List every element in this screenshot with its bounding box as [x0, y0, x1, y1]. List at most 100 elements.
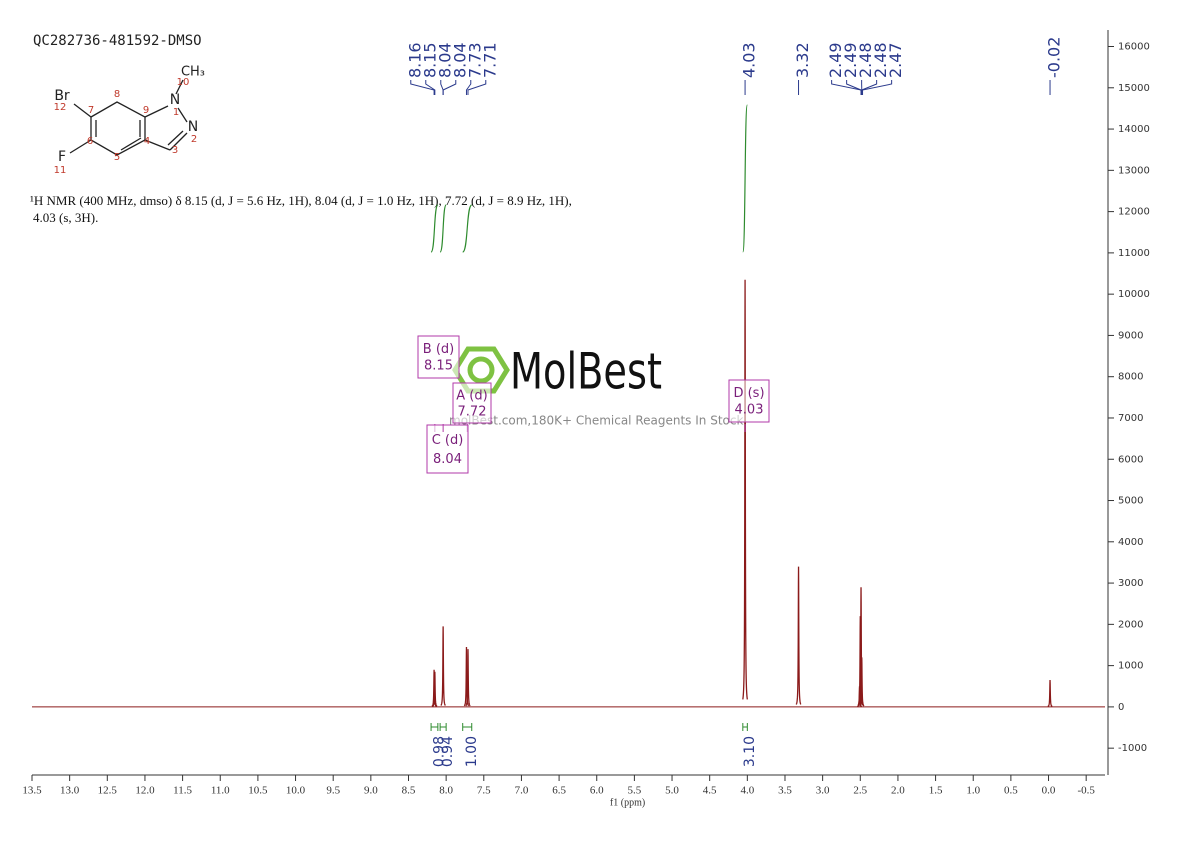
peak-label: 2.49	[841, 42, 860, 78]
y-tick-label: 15000	[1118, 83, 1150, 94]
bond	[73, 103, 92, 118]
peak-leader	[465, 80, 472, 95]
atom-label: F	[58, 149, 66, 165]
x-tick-label: 4.0	[740, 785, 754, 797]
bond	[169, 132, 188, 151]
integral-bracket	[439, 723, 447, 731]
x-tick-label: 2.0	[891, 785, 905, 797]
peak-leader	[861, 80, 878, 95]
integral-label: 3.10	[742, 736, 758, 767]
peak-label: 7.73	[465, 42, 484, 78]
atom-label: 3	[172, 145, 178, 156]
peak-label: 2.47	[886, 42, 905, 78]
atom-label: 7	[88, 105, 94, 116]
integral-label: 0.98	[431, 736, 447, 767]
multiplet-label: D (s)	[733, 386, 764, 401]
atom-label: 1	[173, 107, 179, 118]
peak-label: 2.49	[826, 42, 845, 78]
x-tick-label: 13.0	[60, 785, 80, 797]
peak-leader	[846, 80, 862, 95]
peak-label: 8.16	[405, 42, 424, 78]
y-tick-label: 6000	[1118, 454, 1143, 465]
atom-label: Br	[54, 88, 70, 104]
double-bond	[120, 137, 142, 151]
peak	[1047, 680, 1053, 708]
y-tick-label: 10000	[1118, 289, 1150, 300]
x-tick-label: 10.0	[286, 785, 306, 797]
x-tick-label: 7.5	[477, 785, 491, 797]
y-tick-label: 16000	[1118, 42, 1150, 53]
y-tick-label: 12000	[1118, 207, 1150, 218]
atom-label: 11	[54, 165, 67, 176]
x-tick-label: 1.5	[929, 785, 943, 797]
peak	[795, 566, 802, 705]
x-axis-label: f1 (ppm)	[610, 797, 645, 808]
peak-label: 8.04	[450, 42, 469, 78]
x-tick-label: 1.0	[966, 785, 980, 797]
x-tick-label: 7.0	[515, 785, 529, 797]
atom-label: 9	[143, 105, 149, 116]
peak-label: 3.32	[793, 42, 812, 78]
integral-label: 0.94	[440, 736, 456, 767]
x-tick-label: 8.5	[402, 785, 416, 797]
atom-label: 8	[114, 89, 120, 100]
watermark-brand: MolBest	[510, 343, 662, 401]
multiplet-box	[426, 424, 469, 474]
y-tick-label: 14000	[1118, 124, 1150, 135]
x-tick-label: 5.5	[628, 785, 642, 797]
bond	[144, 105, 169, 118]
x-tick-label: 8.0	[439, 785, 453, 797]
multiplet-box	[728, 379, 770, 423]
peak-label: -0.02	[1045, 37, 1064, 78]
y-tick-label: 3000	[1118, 578, 1143, 589]
peak-leader	[467, 80, 487, 95]
x-tick-label: 0.5	[1004, 785, 1018, 797]
peak-label: 8.15	[420, 42, 439, 78]
x-tick-label: 12.5	[98, 785, 118, 797]
peak-leader	[442, 80, 457, 95]
peak-label: 2.48	[856, 42, 875, 78]
atom-label: 2	[191, 134, 197, 145]
x-tick-label: 2.5	[853, 785, 867, 797]
peak-leader	[862, 80, 893, 95]
multiplet-label: B (d)	[423, 342, 454, 357]
x-tick-label: 4.5	[703, 785, 717, 797]
x-tick-label: 5.0	[665, 785, 679, 797]
integral-bracket	[462, 723, 473, 731]
multiplet-shift: 8.04	[433, 452, 462, 467]
peak-label: 8.04	[435, 42, 454, 78]
atom-label: 5	[114, 152, 120, 163]
multiplet-box	[452, 382, 492, 424]
x-tick-label: 12.0	[135, 785, 155, 797]
sample-id: QC282736-481592-DMSO	[33, 33, 202, 49]
multiplet-box	[417, 335, 460, 379]
y-tick-label: 13000	[1118, 165, 1150, 176]
integral-curve	[462, 204, 473, 253]
y-tick-label: 9000	[1118, 330, 1143, 341]
peak	[859, 657, 865, 707]
peak-label: 4.03	[740, 42, 759, 78]
multiplet-shift: 7.72	[458, 404, 487, 419]
x-tick-label: 11.0	[211, 785, 230, 797]
integral-label: 1.00	[464, 736, 480, 767]
x-tick-label: 13.5	[22, 785, 42, 797]
watermark-tagline: molBest.com,180K+ Chemical Reagents In S…	[449, 414, 747, 428]
multiplet-label: C (d)	[432, 433, 464, 448]
y-tick-label: 2000	[1118, 619, 1143, 630]
bond	[175, 79, 184, 95]
description-line: 4.03 (s, 3H).	[33, 210, 98, 225]
atom-label: N	[188, 119, 198, 135]
peak-label: 2.48	[871, 42, 890, 78]
y-tick-label: 11000	[1118, 248, 1150, 259]
peak-label: 7.71	[480, 42, 499, 78]
peak	[432, 671, 438, 707]
atom-label: 6	[87, 136, 93, 147]
bond	[69, 139, 92, 154]
integral-curve	[430, 204, 439, 253]
x-tick-label: -0.5	[1077, 785, 1095, 797]
atom-label: CH₃	[181, 65, 205, 80]
x-tick-label: 9.0	[364, 785, 378, 797]
x-tick-label: 6.5	[552, 785, 566, 797]
multiplet-label: A (d)	[456, 388, 487, 403]
